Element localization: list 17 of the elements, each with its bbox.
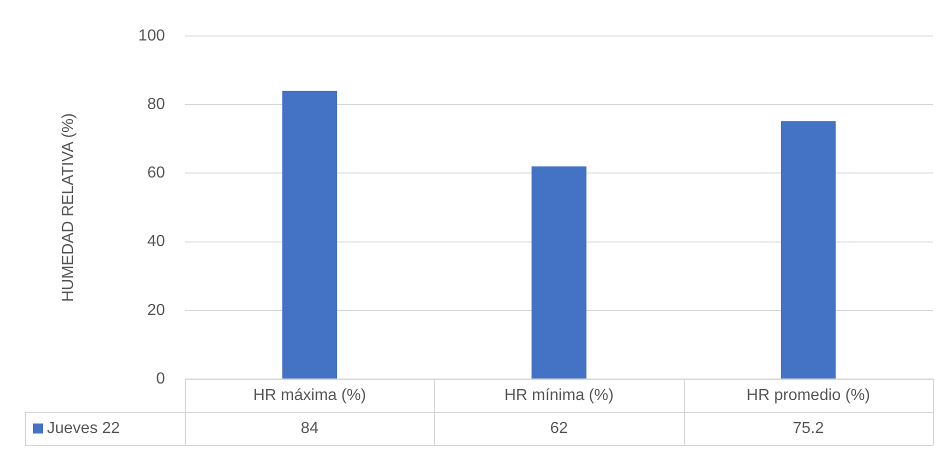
x-tick-label: HR mínima (%) [504,386,614,404]
x-tick-label: HR máxima (%) [253,386,366,404]
bar [780,121,836,378]
y-tick-label: 0 [156,370,166,388]
y-tick-label: 100 [138,27,166,44]
data-label: 75.2 [792,420,824,437]
bar [532,166,586,378]
legend-label: Jueves 22 [47,420,120,437]
y-tick-label: 20 [147,302,166,319]
y-tick-label: 60 [147,164,166,182]
y-tick-label: 80 [147,96,166,114]
bar [282,90,338,378]
y-axis-title: HUMEDAD RELATIVA (%) [60,113,78,302]
y-tick-label: 40 [147,233,166,250]
data-label: 62 [550,420,568,437]
x-tick-label: HR promedio (%) [746,386,870,404]
data-label: 84 [300,420,319,437]
